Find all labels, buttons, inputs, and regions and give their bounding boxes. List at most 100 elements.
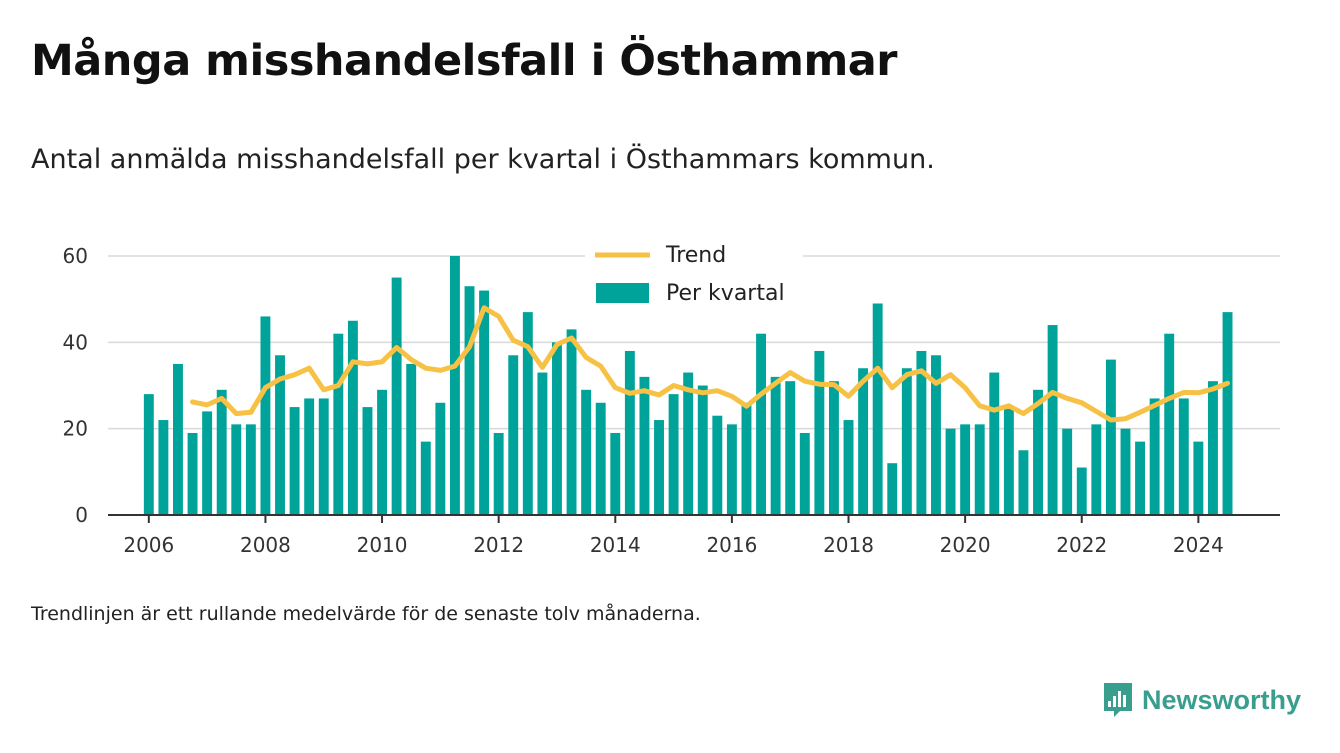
bar	[931, 355, 941, 515]
bar	[1033, 389, 1043, 515]
bar	[1076, 467, 1087, 515]
bar	[785, 381, 796, 515]
bar	[333, 333, 344, 515]
bar	[595, 402, 606, 515]
bar	[362, 407, 373, 515]
chart-area: 0 20 40 60 2006 2008 2010 2012 2014 2016 2018 2020 2…	[63, 235, 1280, 557]
chart-title: Många misshandelsfall i Östhammar	[31, 36, 898, 86]
bar	[1105, 359, 1116, 515]
bar	[304, 398, 315, 515]
bar	[216, 389, 227, 515]
bar	[406, 363, 417, 515]
bar	[1193, 441, 1204, 515]
bar	[683, 372, 694, 515]
bar	[770, 376, 781, 515]
bar	[1120, 428, 1131, 515]
bar	[260, 316, 271, 515]
x-tick-label: 2008	[240, 533, 291, 557]
bar	[202, 411, 213, 515]
legend: Trend Per kvartal	[585, 235, 803, 315]
y-tick-label: 0	[75, 503, 88, 527]
bar	[581, 389, 592, 515]
x-tick-label: 2014	[590, 533, 641, 557]
bar	[464, 286, 475, 515]
bar	[566, 329, 577, 515]
bar	[508, 355, 519, 515]
bar	[668, 394, 679, 515]
bar	[697, 385, 708, 515]
bar	[974, 424, 985, 515]
bar	[654, 420, 664, 515]
bar	[435, 402, 446, 515]
bar	[1149, 398, 1160, 515]
x-tick-label: 2022	[1056, 533, 1107, 557]
x-tick-label: 2016	[706, 533, 757, 557]
y-tick-label: 60	[63, 244, 88, 268]
bar	[960, 424, 971, 515]
bar	[537, 372, 548, 515]
bar	[173, 363, 183, 515]
bar	[901, 368, 912, 515]
brand-name: Newsworthy	[1142, 684, 1302, 715]
bar	[1164, 333, 1175, 515]
bar	[624, 350, 635, 515]
bar	[1003, 407, 1014, 515]
bar	[479, 290, 490, 515]
bar	[158, 420, 169, 515]
bar	[289, 407, 300, 515]
bar	[552, 342, 562, 515]
bar	[318, 398, 329, 515]
bar	[449, 256, 460, 515]
bar	[610, 432, 621, 515]
bar	[347, 320, 358, 515]
x-tick-label: 2020	[940, 533, 991, 557]
x-tick-label: 2024	[1173, 533, 1224, 557]
bar	[916, 350, 927, 515]
footnote: Trendlinjen är ett rullande medelvärde f…	[31, 603, 701, 625]
axes: 0 20 40 60 2006 2008 2010 2012 2014 2016 2018 2020 2…	[63, 244, 1280, 557]
bar	[143, 394, 154, 515]
bar	[712, 415, 723, 515]
bar	[245, 424, 256, 515]
bar	[1062, 428, 1073, 515]
bar	[1047, 325, 1058, 515]
bar	[639, 376, 650, 515]
bar	[945, 428, 956, 515]
bar	[828, 381, 839, 515]
bar	[1178, 398, 1189, 515]
bar	[741, 402, 752, 515]
bar	[814, 350, 825, 515]
bar	[872, 303, 883, 515]
bar	[1018, 450, 1029, 515]
bar	[275, 355, 285, 515]
y-tick-label: 40	[63, 330, 88, 354]
bar	[858, 368, 869, 515]
bar	[187, 432, 198, 515]
bar	[887, 463, 898, 515]
x-tick-label: 2018	[823, 533, 874, 557]
bar	[391, 277, 402, 515]
legend-bar-label: Per kvartal	[666, 281, 785, 306]
bar	[1091, 424, 1102, 515]
legend-bar-swatch	[596, 283, 649, 303]
bar	[377, 389, 388, 515]
x-tick-label: 2006	[123, 533, 174, 557]
y-tick-label: 20	[63, 417, 88, 441]
trend-series	[190, 305, 1230, 423]
bar	[726, 424, 737, 515]
bar	[420, 441, 431, 515]
bar	[1135, 441, 1146, 515]
bar	[989, 372, 1000, 515]
legend-trend-label: Trend	[665, 243, 726, 268]
bar	[799, 432, 810, 515]
x-tick-label: 2012	[473, 533, 524, 557]
bar	[493, 432, 504, 515]
brand-logo: Newsworthy	[1102, 681, 1301, 719]
trend-line	[190, 305, 1230, 423]
x-tick-label: 2010	[357, 533, 408, 557]
bar-series	[143, 256, 1233, 515]
newsworthy-logo-icon	[1104, 683, 1132, 717]
bar	[843, 420, 854, 515]
bar	[522, 312, 533, 515]
bar	[1222, 312, 1233, 515]
